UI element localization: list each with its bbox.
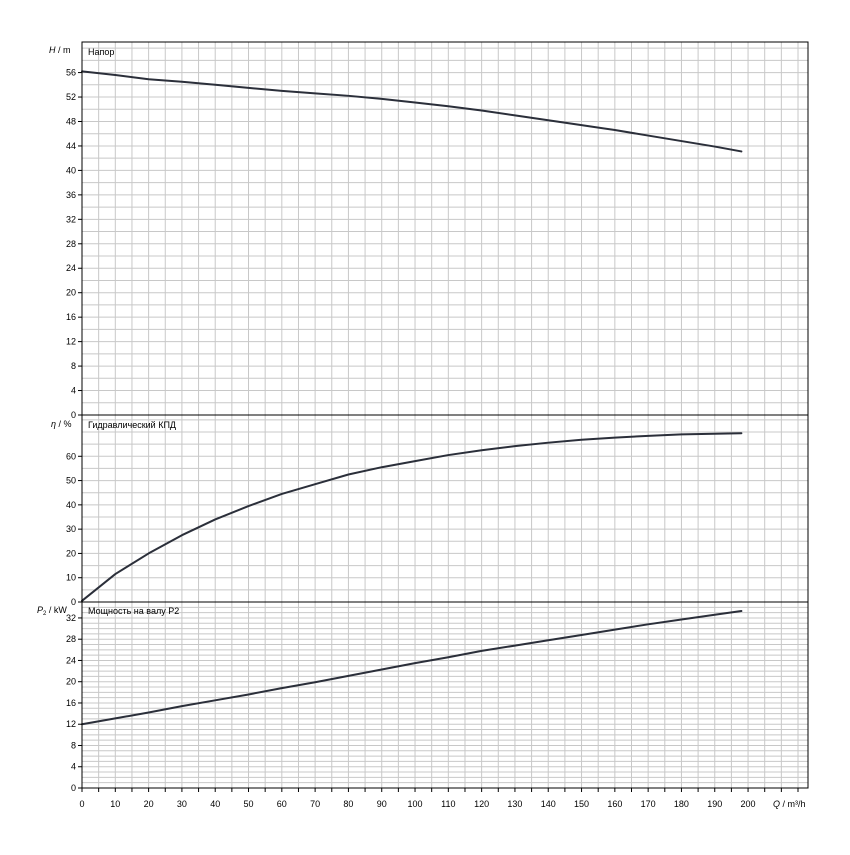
x-tick-label: 160	[607, 799, 622, 809]
x-tick-label: 30	[177, 799, 187, 809]
efficiency-y-tick-label: 40	[66, 500, 76, 510]
power-y-tick-label: 16	[66, 698, 76, 708]
power-y-tick-label: 8	[71, 740, 76, 750]
x-axis-symbol: Q	[773, 799, 780, 809]
x-tick-label: 140	[541, 799, 556, 809]
x-tick-label: 180	[674, 799, 689, 809]
x-tick-label: 120	[474, 799, 489, 809]
chart-frame	[81, 41, 809, 789]
head-y-tick-label: 56	[66, 68, 76, 78]
curve-layer	[81, 70, 743, 726]
x-tick-label: 60	[277, 799, 287, 809]
head-y-tick-label: 0	[71, 410, 76, 420]
x-axis-name: Q / m³/h	[773, 799, 806, 809]
x-tick-label: 80	[343, 799, 353, 809]
x-tick-label: 100	[408, 799, 423, 809]
head-y-tick-label: 12	[66, 337, 76, 347]
head-y-tick-label: 44	[66, 141, 76, 151]
x-tick-label: 130	[507, 799, 522, 809]
x-tick-label: 50	[244, 799, 254, 809]
head-y-tick-label: 52	[66, 92, 76, 102]
power-y-tick-label: 20	[66, 677, 76, 687]
head-y-tick-label: 8	[71, 361, 76, 371]
efficiency-panel-title: Гидравлический КПД	[88, 420, 176, 430]
head-axis-symbol: H	[49, 45, 56, 55]
head-y-tick-label: 36	[66, 190, 76, 200]
power-panel-title: Мощность на валу P2	[88, 606, 179, 616]
x-tick-label: 70	[310, 799, 320, 809]
x-tick-label: 0	[79, 799, 84, 809]
head-y-tick-label: 16	[66, 312, 76, 322]
head-y-tick-label: 24	[66, 263, 76, 273]
power-axis-unit: / kW	[46, 605, 67, 615]
head-y-tick-label: 28	[66, 239, 76, 249]
power-y-tick-label: 12	[66, 719, 76, 729]
x-axis-unit: / m³/h	[780, 799, 806, 809]
power-axis-subscript: 2	[43, 611, 47, 617]
x-tick-label: 10	[110, 799, 120, 809]
efficiency-y-tick-label: 60	[66, 451, 76, 461]
x-tick-label: 200	[741, 799, 756, 809]
x-tick-label: 170	[641, 799, 656, 809]
x-tick-label: 110	[441, 799, 455, 809]
x-tick-label: 90	[377, 799, 387, 809]
text-layer: Напор Гидравлический КПД Мощность на вал…	[37, 45, 806, 809]
power-axis-symbol: P	[37, 605, 43, 615]
power-axis-name: P2 / kW	[37, 605, 67, 617]
head-panel-title: Напор	[88, 47, 114, 57]
x-tick-label: 40	[210, 799, 220, 809]
efficiency-y-tick-label: 30	[66, 524, 76, 534]
x-tick-label: 150	[574, 799, 589, 809]
head-y-tick-label: 32	[66, 214, 76, 224]
power-y-tick-label: 4	[71, 762, 76, 772]
efficiency-y-tick-label: 50	[66, 476, 76, 486]
power-y-tick-label: 32	[66, 613, 76, 623]
head-axis-unit: / m	[56, 45, 71, 55]
efficiency-y-tick-label: 10	[66, 573, 76, 583]
efficiency-axis-unit: / %	[56, 419, 72, 429]
power-y-tick-label: 0	[71, 783, 76, 793]
x-tick-label: 190	[707, 799, 722, 809]
power-y-tick-label: 24	[66, 655, 76, 665]
efficiency-y-tick-label: 0	[71, 597, 76, 607]
head-axis-name: H / m	[49, 45, 71, 55]
efficiency-axis-name: η / %	[51, 419, 72, 429]
head-y-tick-label: 20	[66, 288, 76, 298]
efficiency-curve	[81, 432, 743, 602]
head-curve	[81, 70, 743, 153]
x-tick-label: 20	[144, 799, 154, 809]
efficiency-y-tick-label: 20	[66, 548, 76, 558]
efficiency-axis-symbol: η	[51, 419, 56, 429]
head-y-tick-label: 48	[66, 116, 76, 126]
power-curve	[81, 610, 743, 726]
head-y-tick-label: 40	[66, 165, 76, 175]
axis-layer: 0481216202428323640444852560102030405060…	[66, 41, 809, 809]
head-y-tick-label: 4	[71, 386, 76, 396]
power-y-tick-label: 28	[66, 634, 76, 644]
